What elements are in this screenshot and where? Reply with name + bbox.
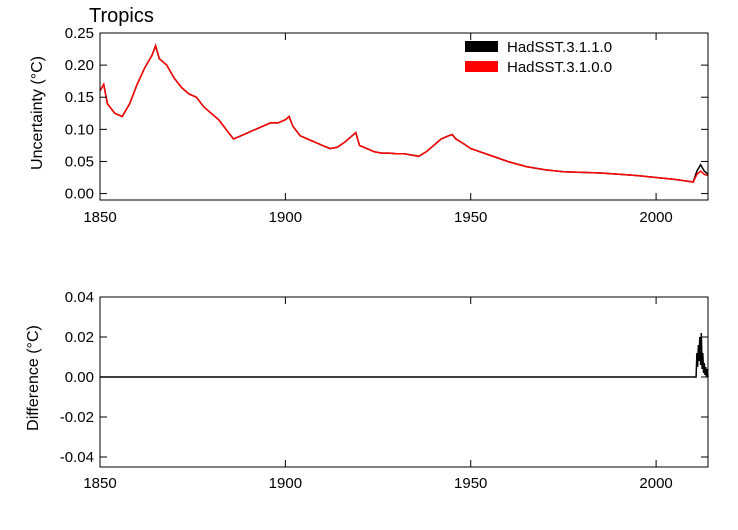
difference-y-tick-label: -0.04 bbox=[60, 449, 94, 466]
difference-y-tick-label: 0.02 bbox=[65, 329, 94, 346]
chart-title: Tropics bbox=[89, 5, 154, 27]
legend-swatch bbox=[465, 41, 498, 52]
uncertainty-panel: Tropics Uncertainty (°C) 0.00 0.05 0.10 0.1… bbox=[29, 5, 709, 226]
uncertainty-x-tick-label: 1850 bbox=[83, 209, 116, 226]
uncertainty-series-group bbox=[99, 43, 709, 183]
uncertainty-y-tick-label: 0.10 bbox=[65, 121, 94, 138]
difference-x-ticks: 1850 1900 1950 2000 bbox=[83, 297, 673, 492]
uncertainty-y-tick-label: 0.00 bbox=[65, 186, 94, 203]
y-axis-label-uncertainty: Uncertainty (°C) bbox=[29, 56, 46, 170]
legend-label: HadSST.3.1.0.0 bbox=[507, 59, 612, 76]
difference-plot-frame bbox=[99, 296, 709, 468]
y-axis-label-difference: Difference (°C) bbox=[25, 325, 42, 431]
uncertainty-plot-frame bbox=[99, 32, 709, 201]
uncertainty-x-tick-label: 2000 bbox=[639, 209, 672, 226]
uncertainty-x-tick-label: 1900 bbox=[269, 209, 302, 226]
difference-y-ticks: -0.04 -0.02 0.00 0.02 0.04 bbox=[60, 289, 708, 466]
difference-x-tick-label: 2000 bbox=[639, 475, 672, 492]
legend-label: HadSST.3.1.1.0 bbox=[507, 39, 612, 56]
difference-y-tick-label: 0.00 bbox=[65, 369, 94, 386]
difference-x-tick-label: 1900 bbox=[269, 475, 302, 492]
legend-swatch bbox=[465, 61, 498, 72]
uncertainty-x-tick-label: 1950 bbox=[454, 209, 487, 226]
difference-series-line-0 bbox=[100, 332, 709, 378]
uncertainty-y-tick-label: 0.05 bbox=[65, 153, 94, 170]
uncertainty-y-tick-label: 0.25 bbox=[65, 25, 94, 42]
uncertainty-y-tick-label: 0.20 bbox=[65, 57, 94, 74]
difference-x-tick-label: 1850 bbox=[83, 475, 116, 492]
uncertainty-series-line-1 bbox=[99, 43, 709, 183]
difference-x-tick-label: 1950 bbox=[454, 475, 487, 492]
difference-panel: Difference (°C) -0.04 -0.02 0.00 0.02 0.04 1… bbox=[25, 289, 709, 492]
difference-y-tick-label: 0.04 bbox=[65, 289, 94, 306]
uncertainty-series-line-0 bbox=[99, 43, 709, 183]
difference-series-group bbox=[100, 332, 709, 378]
uncertainty-y-ticks: 0.00 0.05 0.10 0.15 0.20 0.25 bbox=[65, 25, 708, 203]
difference-y-tick-label: -0.02 bbox=[60, 409, 94, 426]
uncertainty-y-tick-label: 0.15 bbox=[65, 89, 94, 106]
legend: HadSST.3.1.1.0 HadSST.3.1.0.0 bbox=[465, 39, 612, 76]
uncertainty-x-ticks: 1850 1900 1950 2000 bbox=[83, 33, 673, 226]
